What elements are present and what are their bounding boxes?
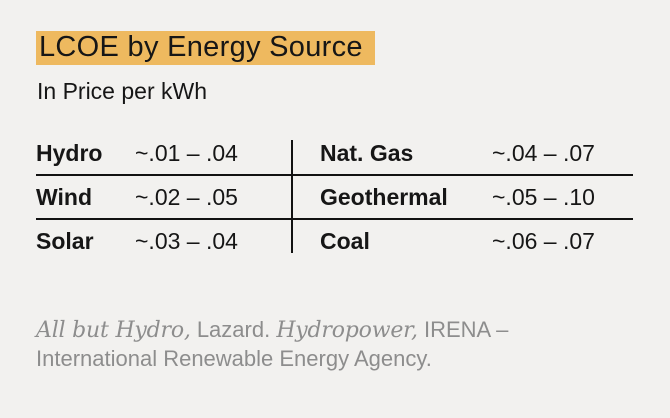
row-value-wind: ~.02 – .05 [135, 183, 238, 210]
source-note: All but Hydro, Lazard. Hydropower, IRENA… [36, 316, 508, 373]
table-row: Wind ~.02 – .05 Geothermal ~.05 – .10 [36, 174, 633, 218]
page-title: LCOE by Energy Source [39, 31, 363, 63]
source-note-italic: Hydropower, [276, 318, 418, 343]
page-subtitle: In Price per kWh [37, 78, 207, 104]
column-divider [291, 140, 293, 253]
source-note-italic: All but Hydro, [36, 318, 191, 343]
source-note-line1: All but Hydro, Lazard. Hydropower, IRENA… [36, 316, 508, 345]
row-value-nat-gas: ~.04 – .07 [492, 139, 595, 166]
row-value-geothermal: ~.05 – .10 [492, 183, 595, 210]
source-note-text: IRENA – [417, 317, 509, 342]
row-value-hydro: ~.01 – .04 [135, 139, 238, 166]
row-value-solar: ~.03 – .04 [135, 227, 238, 254]
source-note-line2: International Renewable Energy Agency. [36, 346, 432, 371]
row-value-coal: ~.06 – .07 [492, 227, 595, 254]
row-label-geothermal: Geothermal [320, 183, 448, 210]
title-highlight: LCOE by Energy Source [36, 31, 375, 65]
row-label-solar: Solar [36, 227, 94, 254]
row-label-coal: Coal [320, 227, 370, 254]
row-label-hydro: Hydro [36, 139, 103, 166]
row-label-wind: Wind [36, 183, 92, 210]
row-label-nat-gas: Nat. Gas [320, 139, 414, 166]
source-note-text: Lazard. [190, 317, 277, 342]
table-row: Hydro ~.01 – .04 Nat. Gas ~.04 – .07 [36, 132, 633, 174]
table-row: Solar ~.03 – .04 Coal ~.06 – .07 [36, 218, 633, 262]
lcoe-table: Hydro ~.01 – .04 Nat. Gas ~.04 – .07 Win… [36, 132, 633, 262]
